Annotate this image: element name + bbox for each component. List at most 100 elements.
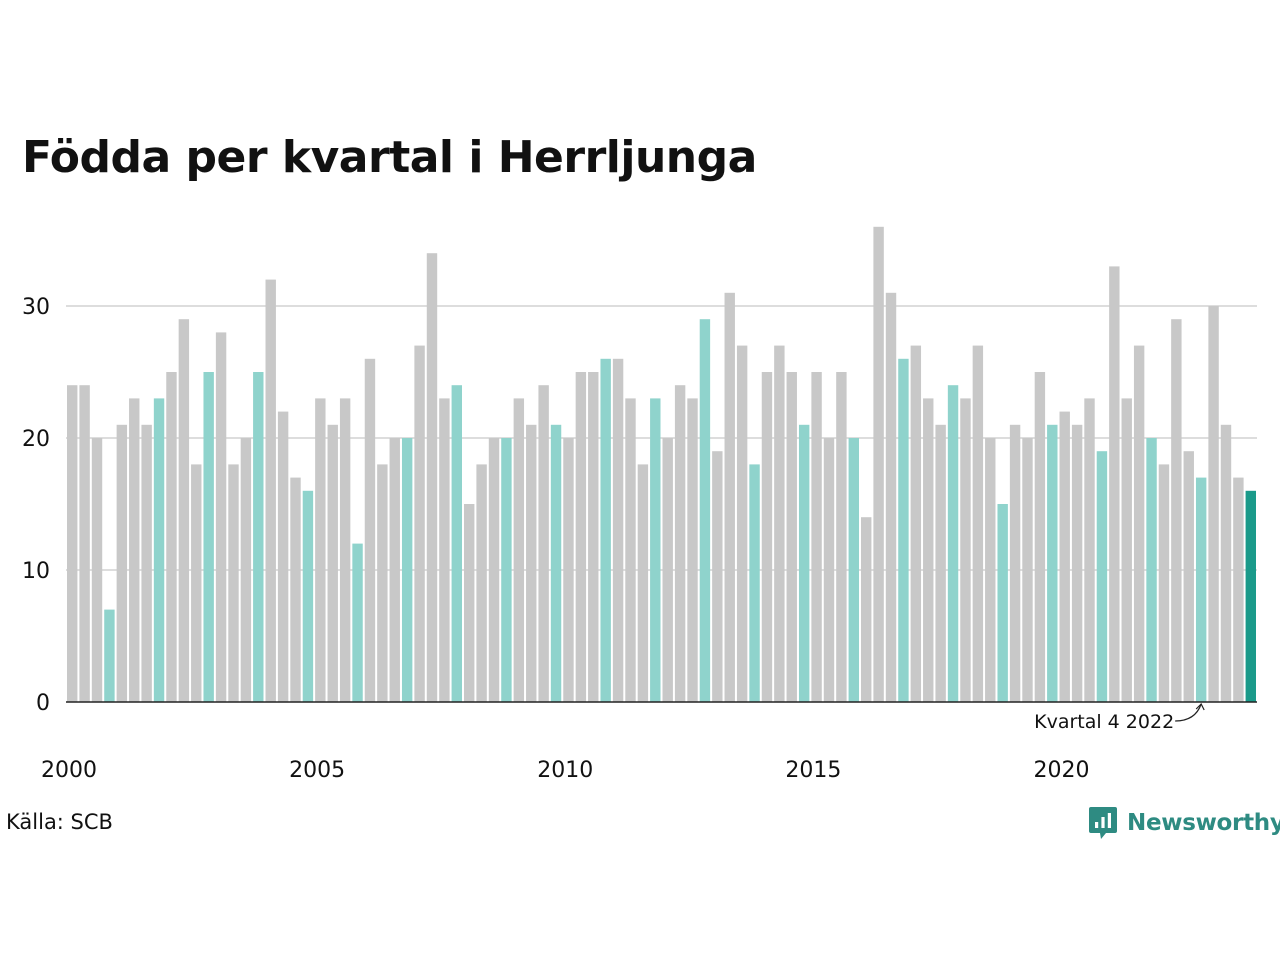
bar-2009-K4 [550,424,562,702]
bar-2002-K4 [203,372,214,702]
x-tick-label: 2005 [289,758,345,783]
bar-2013-K1 [712,451,723,702]
bar-2008-K1 [464,504,475,702]
bar-2002-K2 [178,319,190,702]
x-tick-label: 2020 [1034,758,1090,783]
bar-2010-K2 [575,372,587,702]
bar-2021-K3 [1133,345,1145,702]
y-tick-label: 0 [36,691,50,716]
bar-2011-K2 [625,398,636,702]
bar-2022-K3 [1183,451,1194,702]
bar-2021-K2 [1121,398,1132,702]
bar-2019-K4 [1047,424,1058,702]
bar-2021-K1 [1109,266,1120,702]
bar-2020-K1 [1059,411,1070,702]
bar-2008-K2 [476,464,487,702]
bar-2005-K2 [327,424,338,702]
bar-2017-K4 [947,385,959,702]
bar-2010-K4 [600,358,611,702]
bar-2009-K3 [538,385,549,702]
bar-2012-K3 [687,398,698,702]
bar-2003-K2 [228,464,239,702]
bar-2018-K4 [997,504,1008,702]
newsworthy-logo-icon [1089,807,1117,839]
bar-2006-K4 [401,438,413,702]
y-tick-label: 10 [22,559,50,584]
bar-2015-K1 [811,372,822,702]
bar-2003-K3 [240,438,252,702]
bar-2001-K2 [129,398,140,702]
bar-2000-K1 [67,385,78,702]
bar-2005-K1 [315,398,326,702]
bar-2006-K2 [377,464,388,702]
bar-2000-K4 [104,609,115,702]
bar-2012-K2 [674,385,686,702]
bar-2023-K4 [1245,490,1256,702]
annotation: Kvartal 4 2022 [1034,702,1205,733]
bar-2006-K3 [389,438,400,702]
x-tick-label: 2010 [537,758,593,783]
gridlines [66,305,1257,571]
bar-2007-K1 [414,345,425,702]
bar-2002-K1 [166,372,177,702]
bar-2019-K3 [1034,372,1046,702]
bar-2004-K3 [290,477,301,702]
bar-2012-K4 [699,319,711,702]
annotation-arrowhead [1195,702,1205,711]
y-tick-label: 30 [22,295,50,320]
bar-2018-K2 [972,345,984,702]
bar-2009-K2 [526,424,537,702]
bar-2002-K3 [191,464,202,702]
bar-2016-K1 [861,517,872,702]
bar-2020-K2 [1071,424,1083,702]
bar-2001-K1 [116,424,128,702]
bars [67,226,1256,703]
bar-2006-K1 [364,358,376,702]
bar-2000-K3 [91,438,103,702]
bar-2004-K1 [265,279,276,702]
newsworthy-logo[interactable]: Newsworthy [1088,803,1280,843]
bar-2007-K4 [451,385,462,702]
bar-2008-K4 [501,438,512,702]
bar-2013-K2 [724,292,735,702]
bar-2017-K1 [910,345,922,702]
annotation-label: Kvartal 4 2022 [1034,711,1174,733]
bar-2022-K2 [1171,319,1182,702]
bar-2016-K2 [873,226,884,703]
x-tick-label: 2015 [785,758,841,783]
bar-2014-K1 [761,372,773,702]
bar-2020-K4 [1096,451,1108,702]
bar-2019-K1 [1009,424,1021,702]
bar-2012-K1 [662,438,673,702]
bar-2003-K1 [215,332,227,702]
bar-2008-K3 [488,438,500,702]
x-tick-label: 2000 [41,758,97,783]
bar-2015-K4 [848,438,859,702]
bar-2023-K3 [1233,477,1244,702]
x-axis-ticks: 2000 2005 2010 2015 2020 [41,758,1090,783]
bar-2018-K1 [960,398,971,702]
bar-2004-K2 [277,411,289,702]
chart-title: Födda per kvartal i Herrljunga [22,132,757,183]
bar-2007-K2 [426,253,438,702]
bar-2003-K4 [253,372,264,702]
bar-2021-K4 [1146,438,1157,702]
bar-2016-K3 [885,292,897,702]
bar-2019-K2 [1022,438,1033,702]
bar-2004-K4 [302,490,314,702]
annotation-arrow [1175,703,1202,722]
bar-2015-K2 [823,438,835,702]
bar-2001-K3 [141,424,152,702]
bar-2011-K3 [637,464,649,702]
bar-2005-K4 [352,543,363,702]
bar-2010-K3 [588,372,599,702]
y-tick-label: 20 [22,427,50,452]
bar-2010-K1 [563,438,574,702]
bar-2022-K4 [1195,477,1207,702]
bar-2017-K2 [923,398,934,702]
bar-2017-K3 [935,424,946,702]
bar-2011-K4 [650,398,661,702]
bar-2007-K3 [439,398,450,702]
bar-2011-K1 [612,358,624,702]
bar-2016-K4 [898,358,909,702]
